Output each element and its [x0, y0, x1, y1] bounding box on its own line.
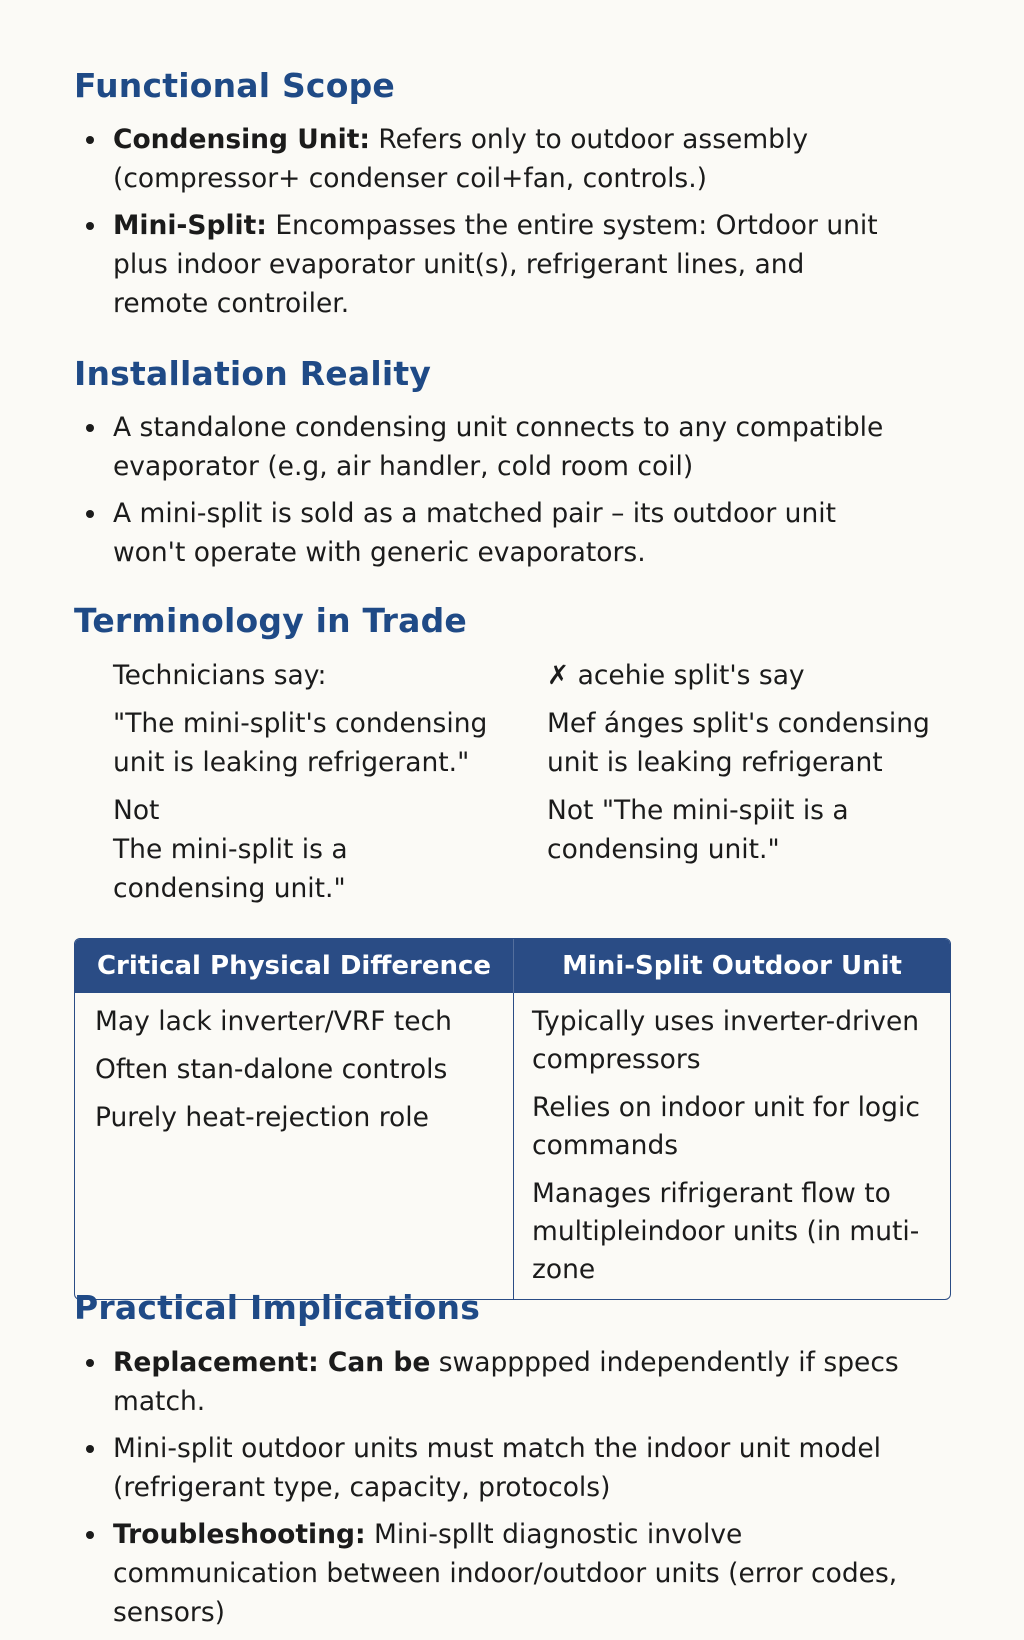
- item-text: Mini-split outdoor units must match the …: [113, 1433, 882, 1503]
- item-label: Troubleshooting:: [113, 1519, 366, 1550]
- term-line: The mini-split is a condensing unit.": [113, 834, 348, 904]
- scope-list: Condensing Unit: Refers only to outdoor …: [0, 120, 900, 331]
- heading-practical-implications: Practical Implications: [74, 1288, 481, 1327]
- list-item: Mini-Split: Encompasses the entire syste…: [0, 206, 900, 323]
- cell-line: Typically uses inverter-driven compresso…: [532, 1006, 920, 1075]
- table-cell-left: May lack inverter/VRF tech Often stan-da…: [75, 993, 514, 1299]
- term-line: ✗ acehie split's say: [547, 660, 805, 691]
- list-item: Replacement: Can be swapppped independen…: [0, 1343, 960, 1421]
- term-line: Not: [113, 795, 160, 826]
- table-row: May lack inverter/VRF tech Often stan-da…: [75, 993, 950, 1299]
- item-label: Mini-Split:: [113, 210, 267, 241]
- term-line: Mef ánges split's condensing unit is lea…: [547, 708, 930, 778]
- list-item: A standalone condensing unit connects to…: [0, 408, 900, 486]
- term-line: Technicians say:: [113, 660, 327, 691]
- comparison-table: Critical Physical Difference Mini-Split …: [74, 938, 951, 1300]
- cell-line: Often stan-dalone controls: [95, 1054, 448, 1085]
- terminology-left: Technicians say: "The mini-split's conde…: [113, 656, 503, 917]
- list-item: A mini-split is sold as a matched pair –…: [0, 494, 900, 572]
- item-text: swapppped independently if specs match.: [113, 1347, 899, 1417]
- table-header-row: Critical Physical Difference Mini-Split …: [75, 939, 950, 993]
- item-text: Encompasses the entire system: Ortdoor u…: [113, 210, 878, 319]
- heading-functional-scope: Functional Scope: [74, 66, 395, 105]
- table-header: Mini-Split Outdoor Unit: [514, 939, 950, 993]
- terminology-right: ✗ acehie split's say Mef ánges split's c…: [547, 656, 947, 878]
- table-cell-right: Typically uses inverter-driven compresso…: [514, 993, 950, 1299]
- item-label: Replacement: Can be: [113, 1347, 431, 1378]
- term-line: Not "The mini-spiit is a condensing unit…: [547, 795, 849, 865]
- implications-list: Replacement: Can be swapppped independen…: [0, 1343, 960, 1640]
- cell-line: Purely heat-rejection role: [95, 1102, 429, 1133]
- cell-line: Manages rifrigerant flow to multipleindo…: [532, 1178, 920, 1285]
- item-label: Condensing Unit:: [113, 124, 370, 155]
- table-header: Critical Physical Difference: [75, 939, 514, 993]
- installation-list: A standalone condensing unit connects to…: [0, 408, 900, 580]
- cell-line: Relies on indoor unit for logic commands: [532, 1092, 920, 1161]
- heading-terminology: Terminology in Trade: [74, 601, 467, 640]
- list-item: Mini-split outdoor units must match the …: [0, 1429, 893, 1507]
- item-text: Refers only to outdoor assembly (compres…: [113, 124, 808, 194]
- list-item: Condensing Unit: Refers only to outdoor …: [0, 120, 900, 198]
- heading-installation-reality: Installation Reality: [74, 354, 432, 393]
- list-item: Troubleshooting: Mini-spllt diagnostic i…: [0, 1515, 923, 1632]
- cell-line: May lack inverter/VRF tech: [95, 1006, 452, 1037]
- term-line: "The mini-split's condensing unit is lea…: [113, 708, 488, 778]
